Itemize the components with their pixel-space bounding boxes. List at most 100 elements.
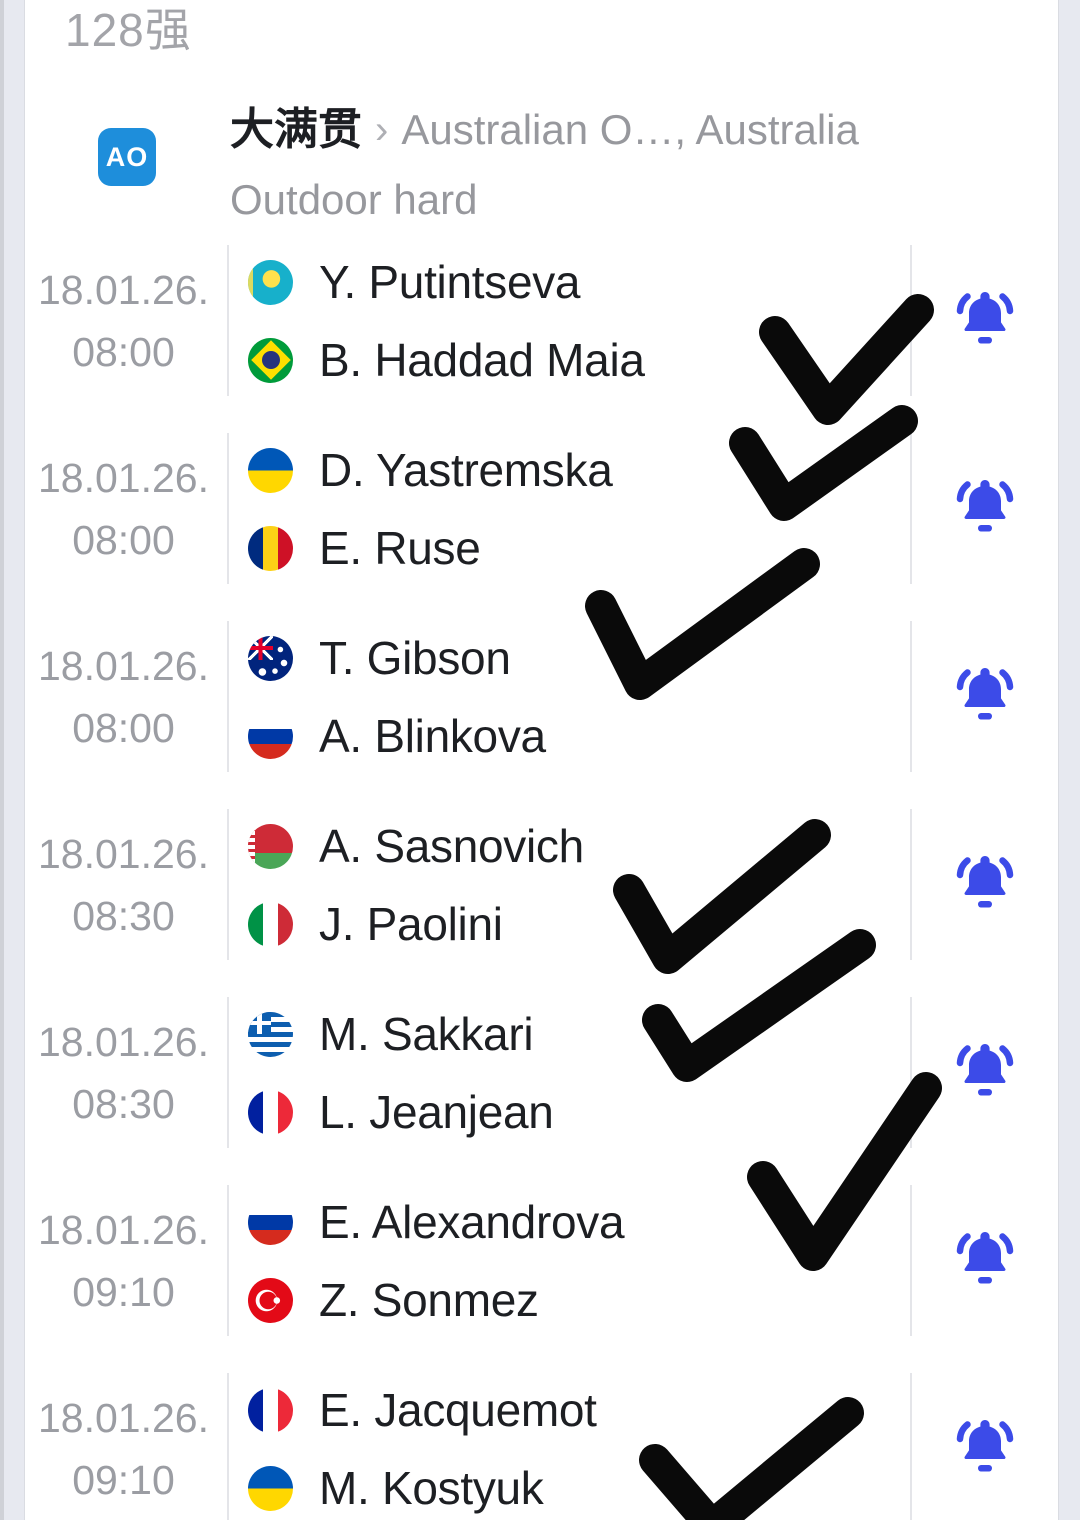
player1-name: E. Alexandrova xyxy=(319,1196,625,1248)
player1-name: D. Yastremska xyxy=(319,444,613,496)
player1-flag-icon xyxy=(248,447,293,493)
tournament-surface: Outdoor hard xyxy=(230,176,478,223)
tournament-header[interactable]: 大满贯 › Australian O…, Australia Outdoor h… xyxy=(230,95,1020,235)
column-divider xyxy=(910,621,912,772)
match-players[interactable]: M. Sakkari L. Jeanjean xyxy=(248,995,908,1151)
match-time-column: 18.01.26. 08:30 xyxy=(20,807,227,962)
player1-flag-icon xyxy=(248,1011,293,1057)
match-row[interactable]: 18.01.26. 08:30 M. Sakkari L. Jeanjean xyxy=(0,995,1080,1150)
match-row[interactable]: 18.01.26. 09:10 E. Alexandrova Z. Sonmez xyxy=(0,1183,1080,1338)
tournament-category: 大满贯 xyxy=(230,105,362,154)
player2-name: L. Jeanjean xyxy=(319,1086,554,1138)
tournament-logo[interactable]: AO xyxy=(98,128,156,186)
column-divider xyxy=(910,809,912,960)
match-date: 18.01.26. xyxy=(38,1018,209,1065)
column-divider xyxy=(227,1373,229,1520)
player-row: A. Blinkova xyxy=(248,697,908,775)
player2-flag-icon xyxy=(248,713,293,759)
match-row[interactable]: 18.01.26. 08:00 D. Yastremska E. Ruse xyxy=(0,431,1080,586)
match-time-column: 18.01.26. 08:00 xyxy=(20,431,227,586)
player1-flag-icon xyxy=(248,823,293,869)
match-time: 08:30 xyxy=(72,892,175,939)
bell-ringing-icon xyxy=(956,855,1014,907)
notification-bell-button[interactable] xyxy=(912,1183,1058,1338)
player2-flag-icon xyxy=(248,525,293,571)
column-divider xyxy=(227,433,229,584)
player1-flag-icon xyxy=(248,1387,293,1433)
match-players[interactable]: D. Yastremska E. Ruse xyxy=(248,431,908,587)
tournament-name: Australian O…, Australia xyxy=(401,106,859,153)
player2-name: Z. Sonmez xyxy=(319,1274,539,1326)
bell-ringing-icon xyxy=(956,667,1014,719)
match-players[interactable]: E. Jacquemot M. Kostyuk xyxy=(248,1371,908,1520)
match-row[interactable]: 18.01.26. 08:00 Y. Putintseva B. Haddad … xyxy=(0,243,1080,398)
column-divider xyxy=(910,1373,912,1520)
match-time: 08:30 xyxy=(72,1080,175,1127)
player-row: A. Sasnovich xyxy=(248,807,908,885)
notification-bell-button[interactable] xyxy=(912,995,1058,1150)
match-row[interactable]: 18.01.26. 08:00 T. Gibson A. Blinkova xyxy=(0,619,1080,774)
match-players[interactable]: A. Sasnovich J. Paolini xyxy=(248,807,908,963)
player-row: L. Jeanjean xyxy=(248,1073,908,1151)
match-date: 18.01.26. xyxy=(38,1394,209,1441)
column-divider xyxy=(227,1185,229,1336)
player-row: Y. Putintseva xyxy=(248,243,908,321)
notification-bell-button[interactable] xyxy=(912,1371,1058,1520)
player-row: E. Alexandrova xyxy=(248,1183,908,1261)
player2-name: M. Kostyuk xyxy=(319,1462,544,1514)
bell-ringing-icon xyxy=(956,291,1014,343)
match-players[interactable]: Y. Putintseva B. Haddad Maia xyxy=(248,243,908,399)
match-date: 18.01.26. xyxy=(38,454,209,501)
column-divider xyxy=(227,621,229,772)
column-divider xyxy=(227,245,229,396)
match-players[interactable]: E. Alexandrova Z. Sonmez xyxy=(248,1183,908,1339)
player1-name: T. Gibson xyxy=(319,632,511,684)
match-date: 18.01.26. xyxy=(38,1206,209,1253)
player1-flag-icon xyxy=(248,259,293,305)
right-gutter xyxy=(1058,0,1080,1520)
player-row: E. Ruse xyxy=(248,509,908,587)
player-row: T. Gibson xyxy=(248,619,908,697)
notification-bell-button[interactable] xyxy=(912,243,1058,398)
notification-bell-button[interactable] xyxy=(912,619,1058,774)
player2-name: B. Haddad Maia xyxy=(319,334,645,386)
player1-name: A. Sasnovich xyxy=(319,820,584,872)
player2-flag-icon xyxy=(248,1465,293,1511)
match-time-column: 18.01.26. 08:00 xyxy=(20,243,227,398)
match-date: 18.01.26. xyxy=(38,642,209,689)
player-row: B. Haddad Maia xyxy=(248,321,908,399)
player2-flag-icon xyxy=(248,1277,293,1323)
match-time: 08:00 xyxy=(72,328,175,375)
player1-flag-icon xyxy=(248,1199,293,1245)
match-time-column: 18.01.26. 08:00 xyxy=(20,619,227,774)
player-row: E. Jacquemot xyxy=(248,1371,908,1449)
player2-flag-icon xyxy=(248,901,293,947)
match-time: 08:00 xyxy=(72,704,175,751)
player2-flag-icon xyxy=(248,1089,293,1135)
match-row[interactable]: 18.01.26. 08:30 A. Sasnovich J. Paolini xyxy=(0,807,1080,962)
match-time-column: 18.01.26. 08:30 xyxy=(20,995,227,1150)
player-row: D. Yastremska xyxy=(248,431,908,509)
column-divider xyxy=(227,809,229,960)
player2-flag-icon xyxy=(248,337,293,383)
round-label: 128强 xyxy=(65,4,192,56)
bell-ringing-icon xyxy=(956,479,1014,531)
player2-name: J. Paolini xyxy=(319,898,503,950)
match-time: 09:10 xyxy=(72,1268,175,1315)
player1-name: M. Sakkari xyxy=(319,1008,534,1060)
match-players[interactable]: T. Gibson A. Blinkova xyxy=(248,619,908,775)
bell-ringing-icon xyxy=(956,1043,1014,1095)
player2-name: E. Ruse xyxy=(319,522,481,574)
match-time-column: 18.01.26. 09:10 xyxy=(20,1183,227,1338)
notification-bell-button[interactable] xyxy=(912,431,1058,586)
match-row[interactable]: 18.01.26. 09:10 E. Jacquemot M. Kostyuk xyxy=(0,1371,1080,1520)
match-time: 08:00 xyxy=(72,516,175,563)
match-time: 09:10 xyxy=(72,1456,175,1503)
player-row: J. Paolini xyxy=(248,885,908,963)
notification-bell-button[interactable] xyxy=(912,807,1058,962)
player-row: M. Sakkari xyxy=(248,995,908,1073)
player-row: M. Kostyuk xyxy=(248,1449,908,1520)
match-date: 18.01.26. xyxy=(38,266,209,313)
player1-name: E. Jacquemot xyxy=(319,1384,597,1436)
